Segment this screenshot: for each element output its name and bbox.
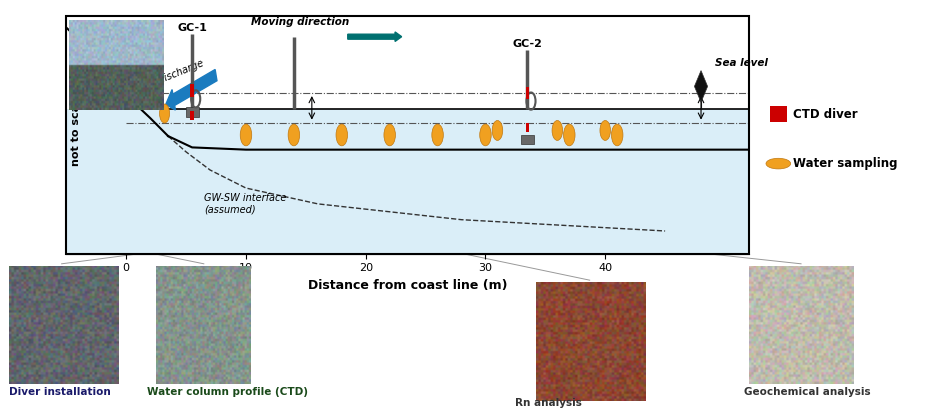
- Text: GC-2: GC-2: [513, 39, 542, 49]
- Circle shape: [336, 124, 348, 146]
- Circle shape: [492, 121, 502, 140]
- Circle shape: [432, 124, 444, 146]
- Text: Diver installation: Diver installation: [9, 387, 111, 397]
- Text: GC-1: GC-1: [177, 23, 207, 33]
- Circle shape: [600, 121, 611, 140]
- Circle shape: [288, 124, 300, 146]
- Polygon shape: [66, 109, 749, 254]
- Circle shape: [240, 124, 252, 146]
- Circle shape: [563, 124, 575, 146]
- Circle shape: [611, 124, 623, 146]
- Bar: [191, 111, 193, 120]
- Bar: [526, 87, 529, 99]
- Text: Geochemical analysis: Geochemical analysis: [744, 387, 871, 397]
- Circle shape: [159, 104, 170, 123]
- Text: not to scale: not to scale: [71, 92, 81, 166]
- Text: Moving direction: Moving direction: [250, 18, 349, 27]
- Circle shape: [552, 121, 562, 140]
- Text: Rn analysis: Rn analysis: [515, 398, 581, 408]
- Circle shape: [384, 124, 395, 146]
- Text: Sea level: Sea level: [716, 58, 768, 68]
- FancyArrow shape: [348, 32, 402, 41]
- Bar: [191, 84, 193, 97]
- Text: GW-SW interface
(assumed): GW-SW interface (assumed): [204, 193, 286, 214]
- Polygon shape: [695, 71, 707, 102]
- FancyArrow shape: [166, 70, 217, 110]
- Text: Water column profile (CTD): Water column profile (CTD): [147, 387, 308, 397]
- Text: Water sampling: Water sampling: [793, 157, 898, 170]
- Bar: [526, 123, 529, 132]
- Bar: [520, 135, 534, 144]
- Text: GW discharge: GW discharge: [138, 58, 205, 93]
- Circle shape: [480, 124, 491, 146]
- Text: CTD diver: CTD diver: [793, 108, 858, 121]
- X-axis label: Distance from coast line (m): Distance from coast line (m): [308, 279, 507, 292]
- Bar: [186, 107, 199, 117]
